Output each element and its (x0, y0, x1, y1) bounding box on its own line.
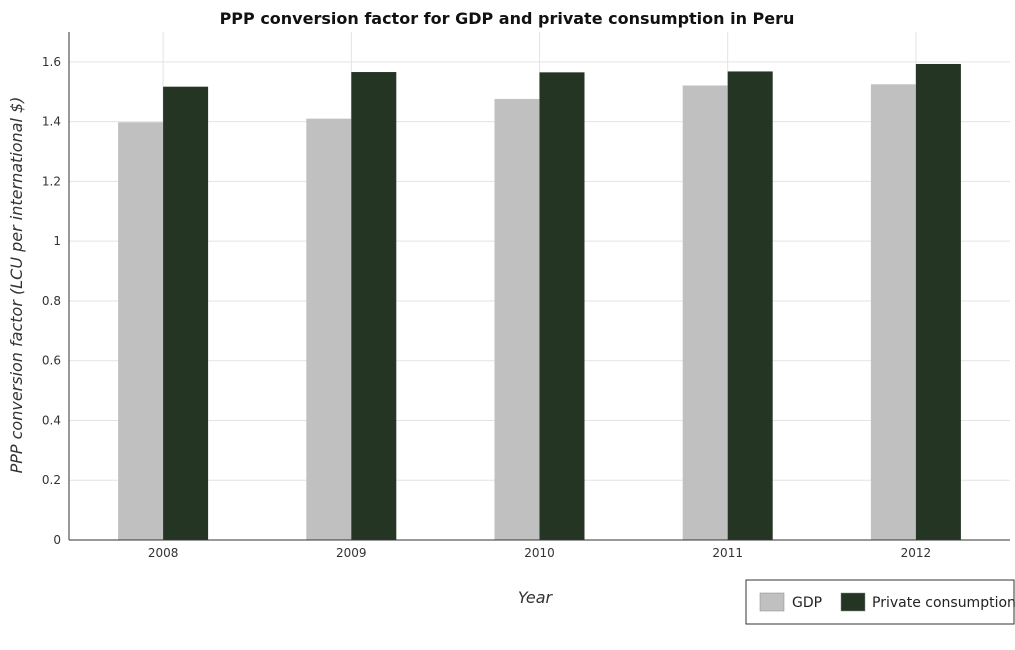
y-tick-label: 1.4 (42, 115, 61, 129)
bar-gdp-2011 (682, 85, 728, 540)
legend-swatch (759, 592, 785, 612)
legend-label: GDP (792, 595, 822, 611)
bar-gdp-2012 (870, 84, 916, 540)
y-tick-label: 0.4 (42, 413, 61, 427)
bar-private-consumption-2008 (163, 86, 209, 541)
y-tick-label: 1.6 (42, 55, 61, 69)
x-axis-label: Year (518, 588, 554, 607)
y-tick-label: 0.8 (42, 294, 61, 308)
legend-label: Private consumption (872, 595, 1015, 611)
bar-private-consumption-2012 (915, 63, 961, 540)
x-tick-label: 2012 (901, 546, 932, 560)
legend-swatch (840, 592, 866, 612)
bar-private-consumption-2010 (539, 72, 585, 540)
x-tick-label: 2010 (524, 546, 555, 560)
x-tick-label: 2009 (336, 546, 367, 560)
y-tick-label: 1 (53, 234, 61, 248)
x-tick-label: 2008 (148, 546, 179, 560)
bar-private-consumption-2009 (351, 72, 397, 540)
bar-private-consumption-2011 (727, 71, 773, 540)
y-tick-label: 0.6 (42, 354, 61, 368)
y-axis-label: PPP conversion factor (LCU per internati… (7, 97, 26, 474)
legend: GDP Private consumption (745, 579, 1015, 625)
bar-gdp-2009 (306, 118, 352, 541)
bar-gdp-2008 (118, 122, 164, 541)
legend-box (745, 579, 1015, 625)
y-tick-label: 1.2 (42, 174, 61, 188)
x-tick-label: 2011 (712, 546, 743, 560)
y-tick-label: 0.2 (42, 473, 61, 487)
bars (118, 63, 961, 541)
y-tick-label: 0 (53, 533, 61, 547)
bar-gdp-2010 (494, 98, 540, 541)
axes: 0 0.2 0.4 0.6 0.8 1 1.2 1.4 1.6 2008 2009 2010 2011 2… (42, 32, 1010, 560)
chart-title: PPP conversion factor for GDP and privat… (220, 9, 795, 28)
